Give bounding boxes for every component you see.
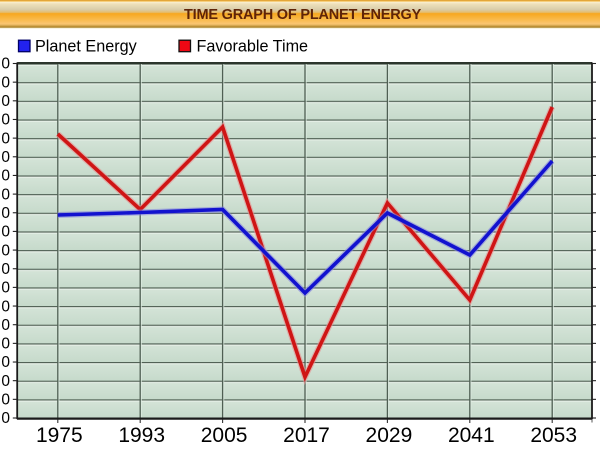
svg-text:0: 0 [1, 354, 10, 371]
svg-text:2005: 2005 [201, 424, 248, 447]
svg-text:0: 0 [1, 56, 10, 73]
svg-text:Planet Energy: Planet Energy [35, 38, 138, 56]
svg-text:0: 0 [1, 168, 10, 185]
svg-text:0: 0 [1, 149, 10, 166]
svg-text:0: 0 [1, 186, 10, 203]
svg-text:1993: 1993 [118, 424, 165, 447]
svg-text:0: 0 [1, 317, 10, 334]
svg-text:0: 0 [1, 112, 10, 129]
svg-text:0: 0 [1, 261, 10, 278]
svg-text:2029: 2029 [366, 424, 413, 447]
svg-text:0: 0 [1, 298, 10, 315]
svg-text:0: 0 [1, 280, 10, 297]
svg-text:1975: 1975 [36, 424, 83, 447]
svg-text:0: 0 [1, 373, 10, 390]
svg-text:0: 0 [1, 224, 10, 241]
svg-text:2053: 2053 [530, 424, 577, 447]
svg-text:0: 0 [1, 410, 10, 427]
svg-text:0: 0 [1, 392, 10, 409]
svg-text:0: 0 [1, 336, 10, 353]
svg-text:0: 0 [1, 205, 10, 222]
svg-text:Favorable Time: Favorable Time [197, 38, 309, 56]
svg-text:2041: 2041 [448, 424, 495, 447]
svg-text:0: 0 [1, 130, 10, 147]
svg-text:2017: 2017 [283, 424, 330, 447]
svg-text:0: 0 [1, 93, 10, 110]
svg-text:0: 0 [1, 74, 10, 91]
svg-text:0: 0 [1, 242, 10, 259]
